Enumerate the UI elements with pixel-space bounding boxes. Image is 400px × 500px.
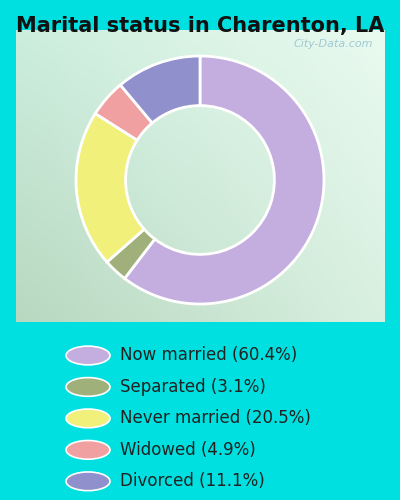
Wedge shape — [107, 229, 155, 278]
Circle shape — [66, 472, 110, 490]
Circle shape — [66, 440, 110, 459]
Text: Divorced (11.1%): Divorced (11.1%) — [120, 472, 265, 490]
Wedge shape — [125, 56, 324, 304]
Text: Now married (60.4%): Now married (60.4%) — [120, 346, 297, 364]
Text: Widowed (4.9%): Widowed (4.9%) — [120, 441, 256, 459]
Circle shape — [66, 409, 110, 428]
Wedge shape — [76, 114, 144, 262]
Text: Marital status in Charenton, LA: Marital status in Charenton, LA — [16, 16, 384, 36]
Text: Separated (3.1%): Separated (3.1%) — [120, 378, 266, 396]
Wedge shape — [95, 85, 152, 140]
Circle shape — [66, 378, 110, 396]
Wedge shape — [120, 56, 200, 123]
Text: Never married (20.5%): Never married (20.5%) — [120, 410, 311, 428]
Circle shape — [66, 346, 110, 365]
Text: City-Data.com: City-Data.com — [294, 39, 373, 49]
